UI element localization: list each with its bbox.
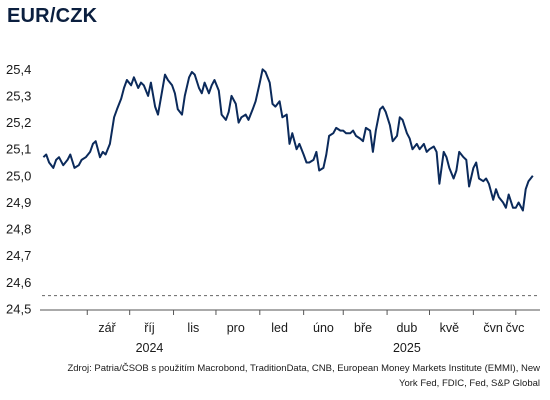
y-tick-label: 25,3 <box>6 88 31 103</box>
x-tick-label: říj <box>144 321 154 335</box>
y-tick-label: 24,8 <box>6 222 31 237</box>
year-labels: 2024 2025 <box>136 341 421 355</box>
x-tick-label: led <box>271 321 288 335</box>
y-tick-label: 25,0 <box>6 168 31 183</box>
x-tick-label: zář <box>98 321 116 335</box>
x-tick-label: čvc <box>506 321 525 335</box>
y-axis: 25,4 25,3 25,2 25,1 25,0 24,9 24,8 24,7 24,6 24,5 <box>6 62 31 317</box>
y-tick-label: 24,7 <box>6 248 31 263</box>
chart-title: EUR/CZK <box>7 5 98 27</box>
source-note: Zdroj: Patria/ČSOB s použitím Macrobond,… <box>67 363 540 389</box>
y-tick-label: 25,4 <box>6 62 31 77</box>
year-label: 2024 <box>136 341 164 355</box>
x-tick-label: úno <box>313 321 334 335</box>
x-tick-label: kvě <box>440 321 460 335</box>
y-tick-label: 25,2 <box>6 115 31 130</box>
x-tick-label: dub <box>396 321 417 335</box>
y-tick-label: 24,5 <box>6 302 31 317</box>
y-tick-label: 24,6 <box>6 275 31 290</box>
x-tick-label: čvn <box>483 321 503 335</box>
year-label: 2025 <box>393 341 421 355</box>
line-chart: 25,4 25,3 25,2 25,1 25,0 24,9 24,8 24,7 24,6 24,5… <box>6 62 540 355</box>
y-tick-label: 24,9 <box>6 195 31 210</box>
x-tick-label: pro <box>227 321 245 335</box>
series-line-eurczk <box>42 68 534 212</box>
y-tick-label: 25,1 <box>6 142 31 157</box>
x-tick-label: lis <box>187 321 199 335</box>
x-tick-label: bře <box>354 321 372 335</box>
x-axis: zář říj lis pro led úno bře dub kvě čvn čvc <box>86 310 525 335</box>
